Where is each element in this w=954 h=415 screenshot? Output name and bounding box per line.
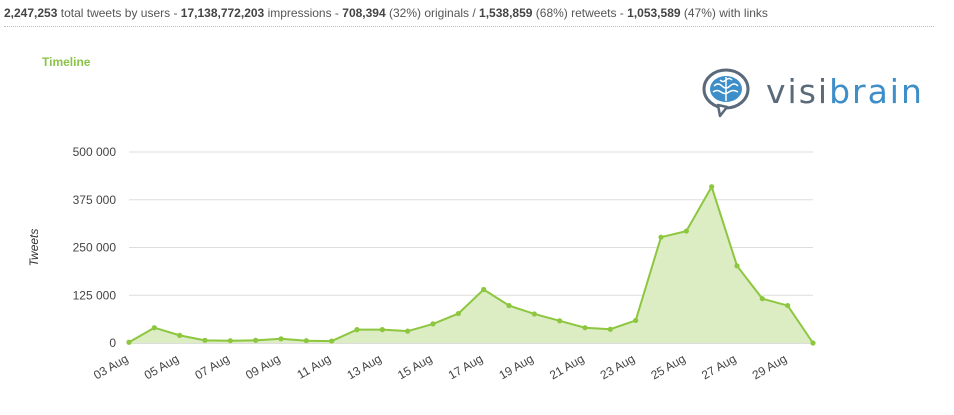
y-tick-label: 375 000: [73, 193, 117, 207]
x-tick-label: 19 Aug: [496, 351, 535, 382]
y-axis-title: Tweets: [27, 229, 41, 267]
x-tick-label: 03 Aug: [91, 351, 130, 382]
x-axis-ticks: 03 Aug 05 Aug 07 Aug 09 Aug 11 Aug 13 Aug 15 A…: [91, 351, 789, 382]
x-tick-label: 25 Aug: [648, 351, 687, 382]
links-value: 1,053,589: [627, 6, 681, 20]
data-point[interactable]: [658, 234, 664, 240]
retweets-label: (68%) retweets -: [535, 6, 624, 20]
y-tick-label: 125 000: [73, 288, 117, 302]
impressions-value: 17,138,772,203: [180, 6, 265, 20]
x-tick-label: 23 Aug: [598, 351, 637, 382]
data-point[interactable]: [253, 337, 259, 343]
x-tick-label: 15 Aug: [395, 351, 434, 382]
data-point[interactable]: [506, 302, 512, 309]
x-tick-label: 05 Aug: [142, 351, 181, 382]
chart-title: Timeline: [42, 55, 91, 69]
stats-summary: 2,247,253 total tweets by users - 17,138…: [4, 6, 934, 27]
data-point[interactable]: [531, 311, 537, 317]
data-point[interactable]: [683, 228, 689, 234]
data-point[interactable]: [329, 338, 335, 344]
x-tick-label: 07 Aug: [192, 351, 231, 382]
data-point[interactable]: [481, 286, 487, 293]
brain-bubble-icon: [702, 68, 750, 118]
logo-text-visi: visi: [766, 72, 830, 111]
y-tick-label: 500 000: [73, 145, 117, 159]
x-tick-label: 09 Aug: [243, 351, 282, 382]
data-point[interactable]: [278, 336, 284, 342]
originals-value: 708,394: [342, 6, 386, 20]
data-point[interactable]: [810, 340, 816, 346]
data-point[interactable]: [151, 325, 157, 331]
data-point[interactable]: [354, 327, 360, 333]
data-point[interactable]: [430, 321, 436, 327]
data-point[interactable]: [379, 327, 385, 333]
data-point[interactable]: [734, 263, 740, 269]
x-tick-label: 29 Aug: [750, 351, 789, 382]
impressions-label: impressions -: [267, 6, 339, 20]
logo-text-brain: brain: [829, 72, 924, 111]
data-point[interactable]: [227, 338, 233, 344]
tweets-line: [128, 184, 814, 344]
data-point[interactable]: [709, 184, 715, 190]
data-point[interactable]: [202, 337, 208, 343]
data-point[interactable]: [582, 325, 588, 331]
x-tick-label: 11 Aug: [295, 351, 334, 381]
data-point[interactable]: [126, 339, 132, 345]
y-tick-label: 250 000: [73, 241, 117, 255]
total-tweets-value: 2,247,253: [4, 6, 58, 20]
data-point[interactable]: [177, 332, 183, 338]
data-point[interactable]: [633, 317, 639, 324]
data-point[interactable]: [557, 318, 563, 324]
tweets-area: [129, 186, 813, 343]
data-point[interactable]: [785, 302, 791, 309]
data-points: [126, 184, 816, 346]
x-tick-label: 13 Aug: [344, 351, 383, 382]
y-axis-ticks: 0 125 000 250 000 375 000 500 000: [73, 145, 117, 350]
retweets-value: 1,538,859: [479, 6, 533, 20]
y-tick-label: 0: [109, 336, 116, 350]
data-point[interactable]: [405, 328, 411, 334]
visibrain-logo: visibrain: [700, 68, 945, 120]
total-tweets-label: total tweets by users -: [60, 6, 178, 20]
data-point[interactable]: [607, 326, 613, 332]
originals-label: (32%) originals /: [389, 6, 476, 20]
data-point[interactable]: [455, 310, 461, 317]
x-tick-label: 17 Aug: [446, 351, 485, 382]
links-label: (47%) with links: [683, 6, 768, 20]
x-tick-label: 27 Aug: [699, 351, 738, 382]
data-point[interactable]: [759, 296, 765, 302]
data-point[interactable]: [303, 338, 309, 344]
logo-wordmark: visibrain: [766, 72, 924, 111]
x-tick-label: 21 Aug: [547, 351, 586, 382]
